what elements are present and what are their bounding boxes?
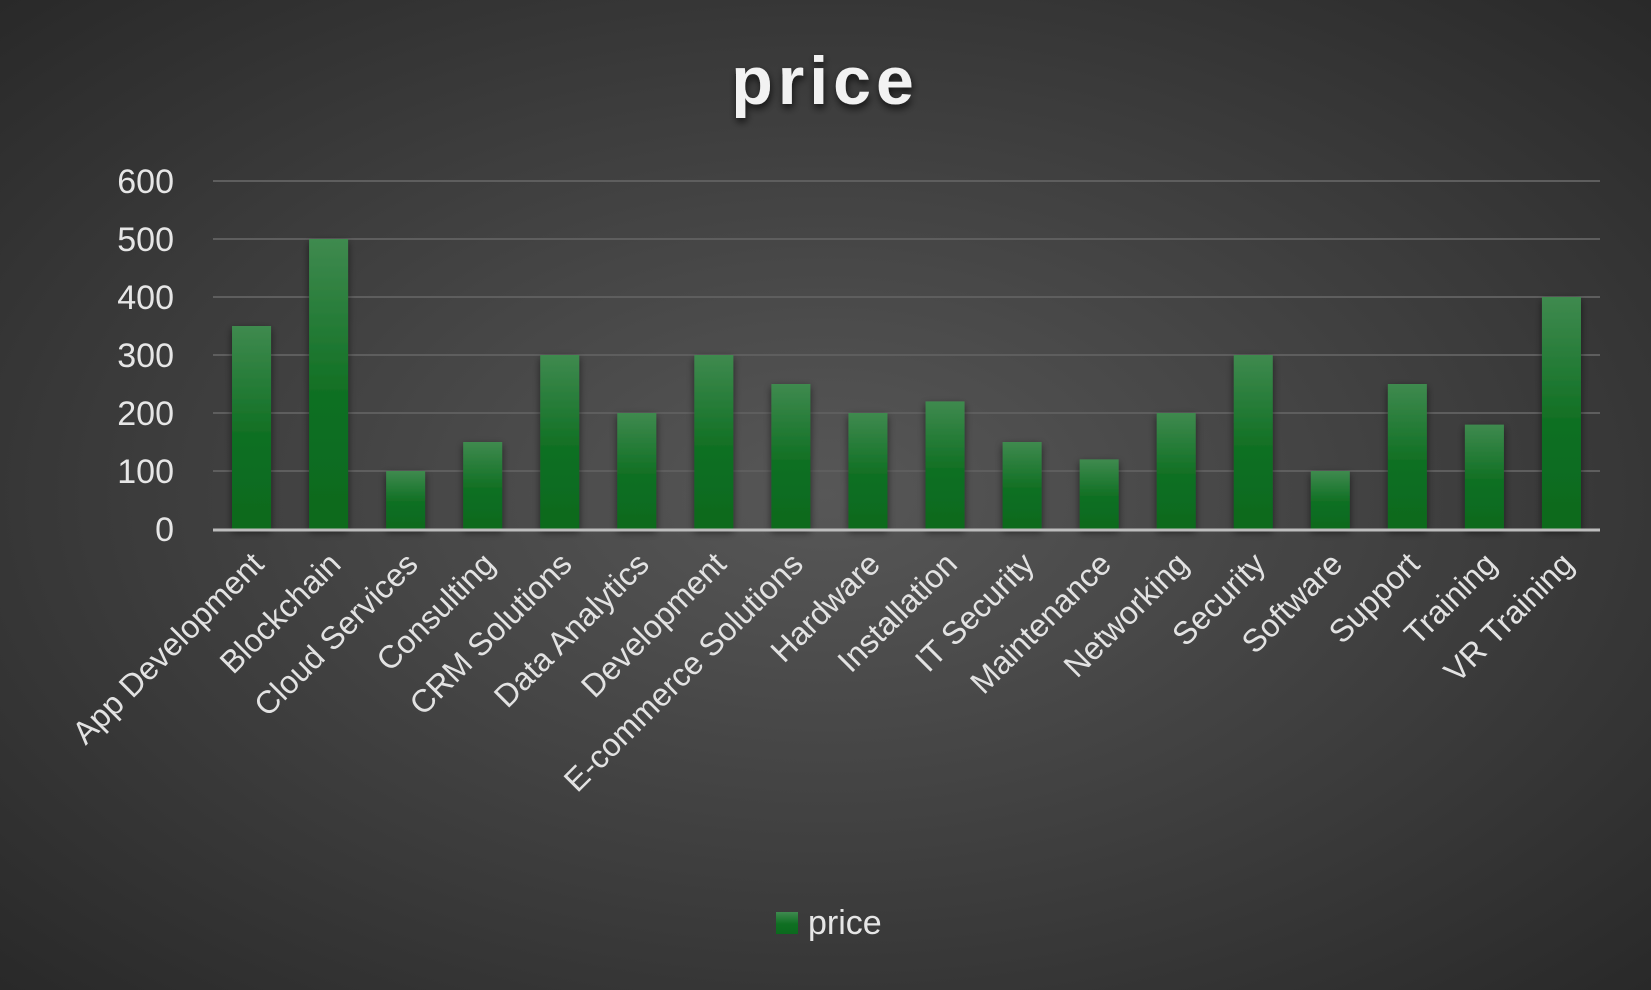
- legend-swatch: [776, 912, 798, 934]
- bar: [1387, 384, 1427, 529]
- bar: [1310, 471, 1350, 529]
- y-tick-label: 200: [117, 395, 174, 433]
- bar: [1464, 424, 1504, 529]
- bar: [694, 355, 734, 529]
- bars: [232, 239, 1581, 529]
- y-axis-ticks: 0 100 200 300 400 500 600: [117, 163, 174, 549]
- bar: [232, 326, 272, 529]
- legend-label: price: [808, 904, 882, 942]
- y-tick-label: 0: [155, 511, 174, 549]
- y-tick-label: 500: [117, 221, 174, 259]
- legend: price: [776, 904, 882, 942]
- bar: [1233, 355, 1273, 529]
- bar: [1079, 459, 1119, 529]
- bar: [925, 401, 965, 529]
- bar: [1541, 297, 1581, 529]
- bar: [540, 355, 580, 529]
- bar: [617, 413, 657, 529]
- bar: [771, 384, 811, 529]
- y-tick-label: 100: [117, 453, 174, 491]
- y-tick-label: 600: [117, 163, 174, 201]
- gridlines: [213, 180, 1600, 472]
- y-tick-label: 300: [117, 337, 174, 375]
- bar: [1156, 413, 1196, 529]
- bar: [309, 239, 349, 529]
- bar: [848, 413, 888, 529]
- bar: [1002, 442, 1042, 529]
- chart-title: price: [731, 43, 919, 119]
- bar: [386, 471, 426, 529]
- y-tick-label: 400: [117, 279, 174, 317]
- bar: [463, 442, 503, 529]
